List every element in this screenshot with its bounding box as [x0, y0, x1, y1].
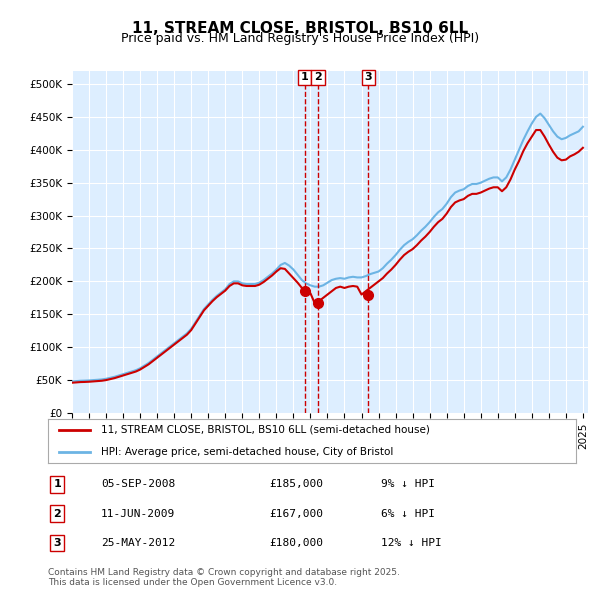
Text: £180,000: £180,000 [270, 538, 324, 548]
Text: 6% ↓ HPI: 6% ↓ HPI [380, 509, 434, 519]
Text: £167,000: £167,000 [270, 509, 324, 519]
Text: Contains HM Land Registry data © Crown copyright and database right 2025.
This d: Contains HM Land Registry data © Crown c… [48, 568, 400, 587]
Text: 25-MAY-2012: 25-MAY-2012 [101, 538, 175, 548]
Text: 1: 1 [53, 480, 61, 489]
Text: 3: 3 [53, 538, 61, 548]
Text: 1: 1 [301, 73, 308, 83]
Text: 12% ↓ HPI: 12% ↓ HPI [380, 538, 442, 548]
Text: 11, STREAM CLOSE, BRISTOL, BS10 6LL (semi-detached house): 11, STREAM CLOSE, BRISTOL, BS10 6LL (sem… [101, 425, 430, 435]
Text: 3: 3 [364, 73, 372, 83]
Text: 11-JUN-2009: 11-JUN-2009 [101, 509, 175, 519]
Text: 2: 2 [314, 73, 322, 83]
Text: £185,000: £185,000 [270, 480, 324, 489]
Text: 05-SEP-2008: 05-SEP-2008 [101, 480, 175, 489]
Text: 2: 2 [53, 509, 61, 519]
Text: HPI: Average price, semi-detached house, City of Bristol: HPI: Average price, semi-detached house,… [101, 447, 393, 457]
Text: Price paid vs. HM Land Registry's House Price Index (HPI): Price paid vs. HM Land Registry's House … [121, 32, 479, 45]
Text: 9% ↓ HPI: 9% ↓ HPI [380, 480, 434, 489]
Text: 11, STREAM CLOSE, BRISTOL, BS10 6LL: 11, STREAM CLOSE, BRISTOL, BS10 6LL [132, 21, 468, 35]
